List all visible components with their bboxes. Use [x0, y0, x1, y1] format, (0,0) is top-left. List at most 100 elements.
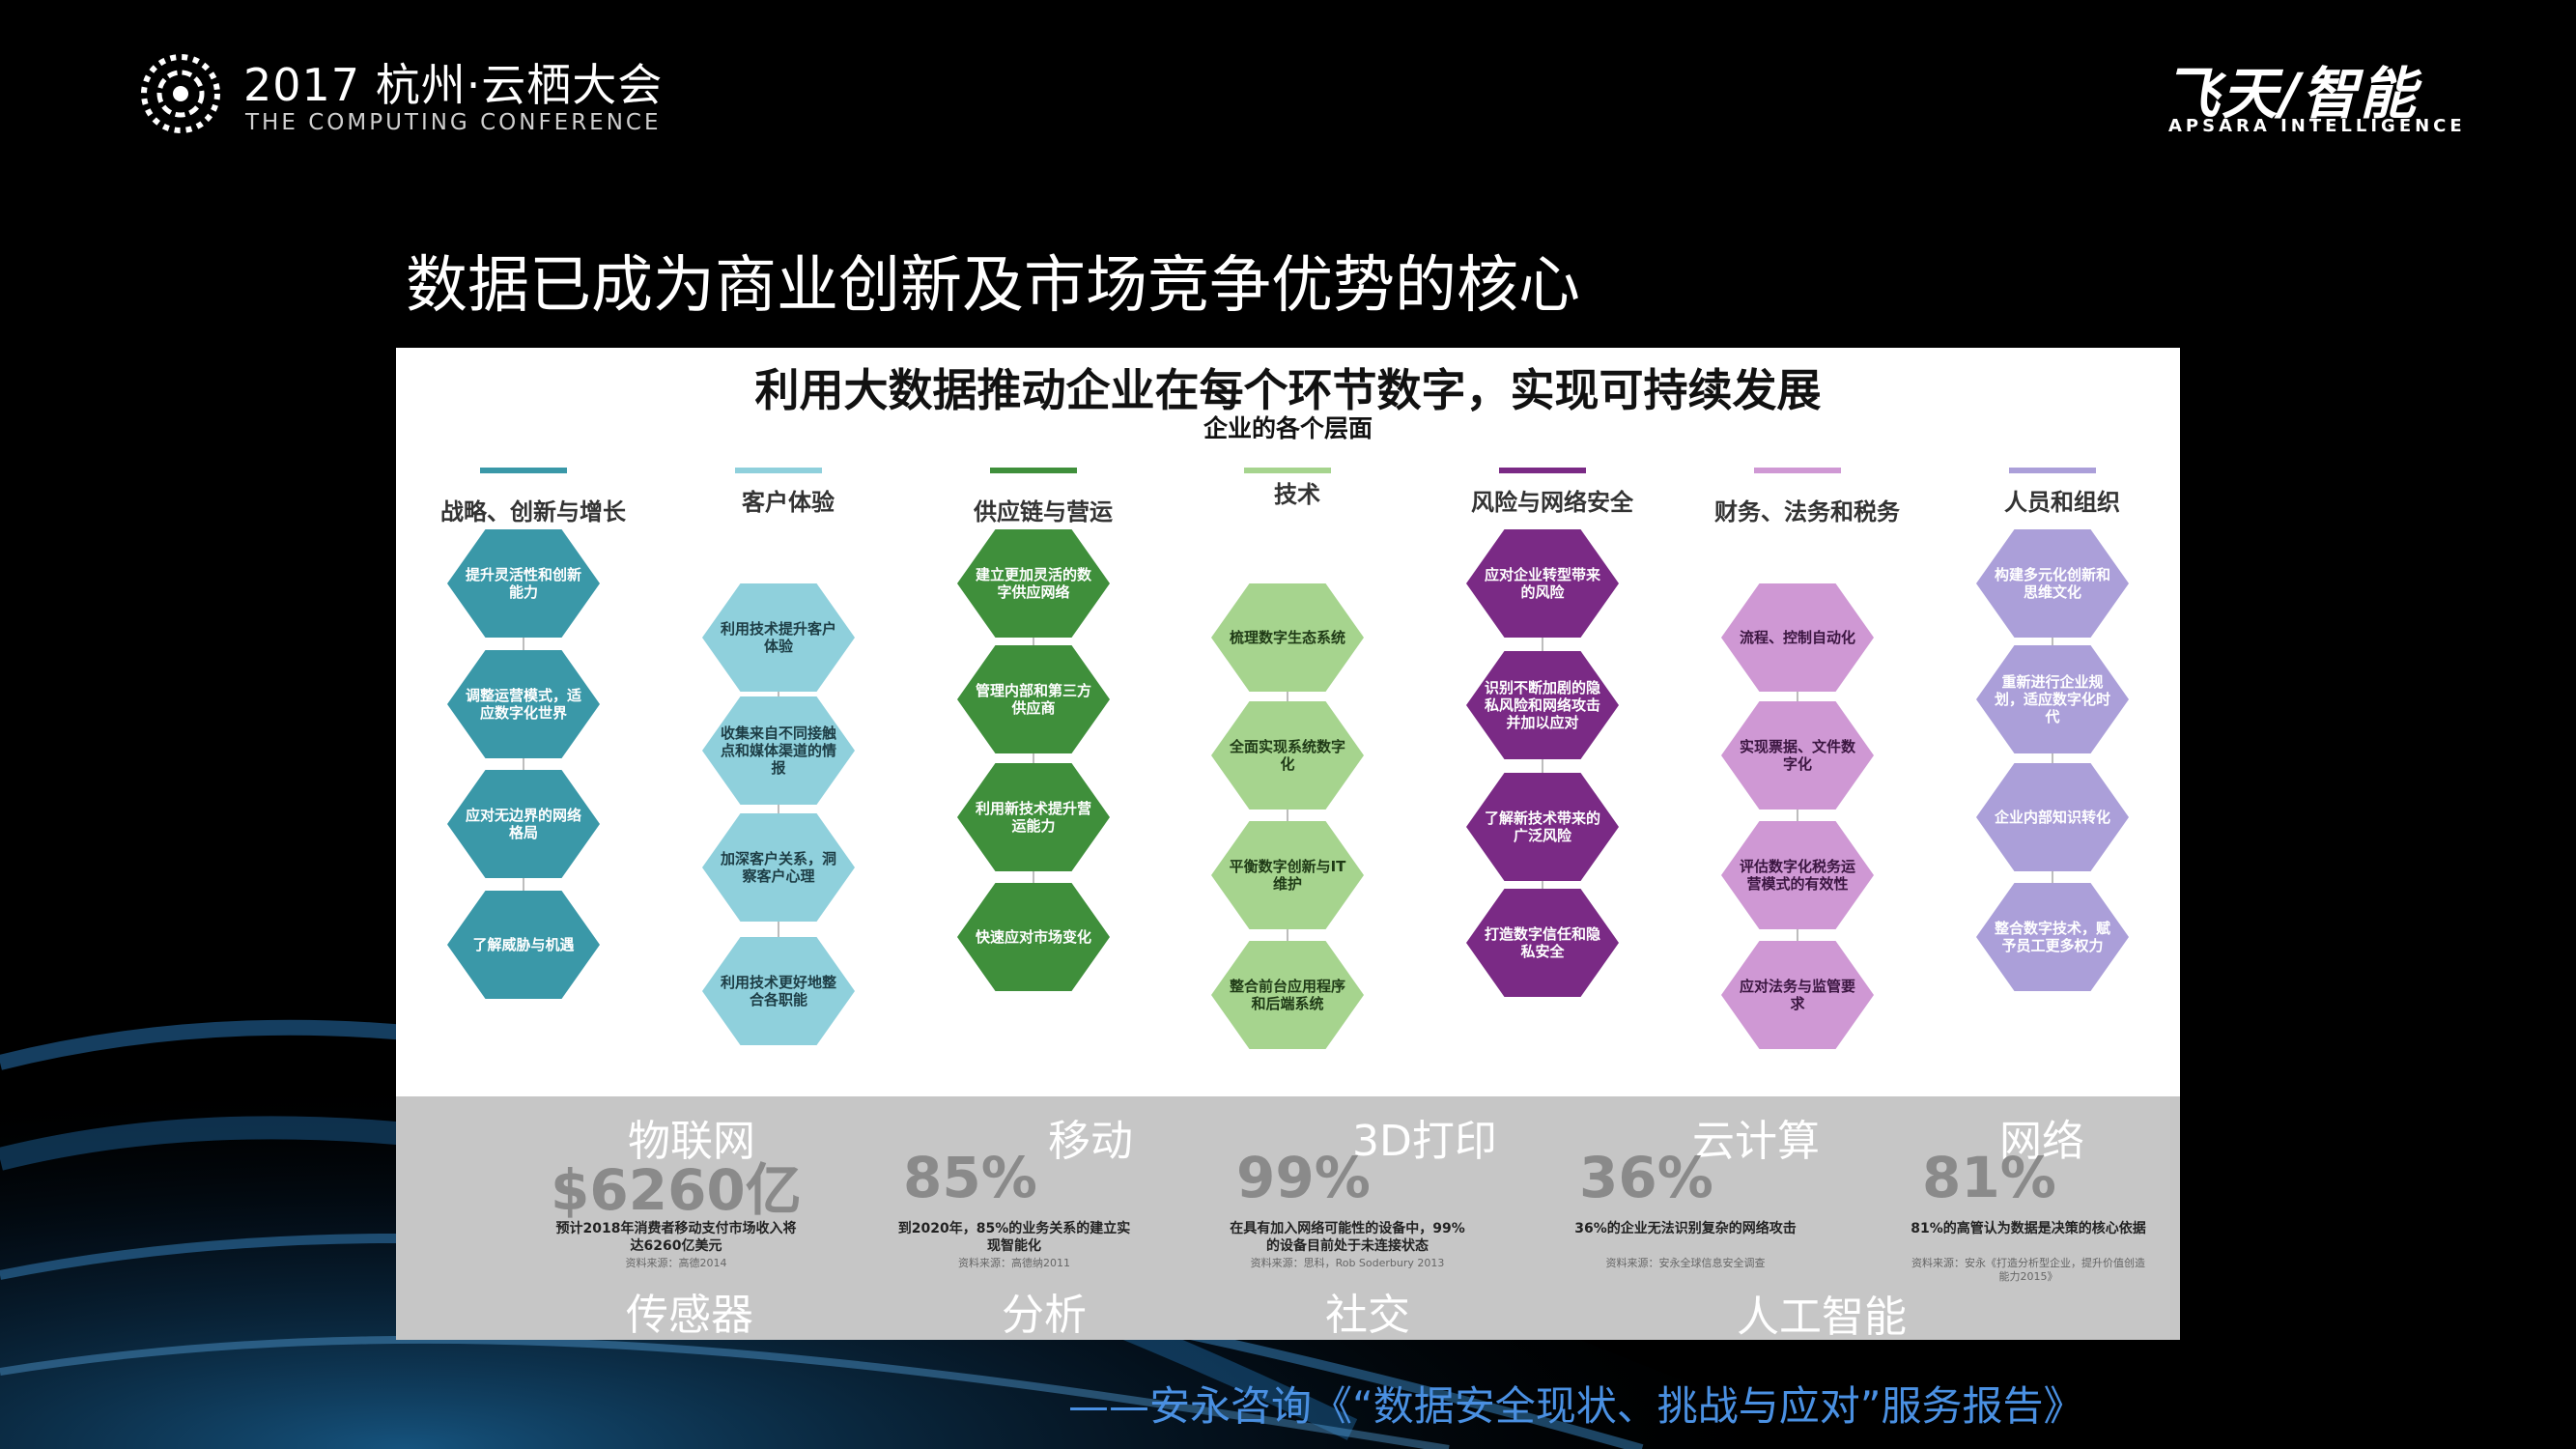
dimension-column: 财务、法务和税务流程、控制自动化实现票据、文件数字化 评估数字化税务运营模式的有效…	[1701, 348, 1900, 1096]
hexagon-item: 快速应对市场变化	[957, 883, 1110, 991]
technology-label: 3D打印	[1352, 1117, 1497, 1166]
dimension-column: 风险与网络安全应对企业转型带来的风险识别不断加剧的隐私风险和网络攻击并加以应对了…	[1446, 348, 1639, 1096]
hexagon-item-text: 整合前台应用程序和后端系统	[1229, 978, 1345, 1012]
hexagon-item: 建立更加灵活的数字供应网络	[957, 529, 1110, 638]
statistic-description: 81%的高管认为数据是决策的核心依据	[1911, 1221, 2146, 1236]
dimension-column: 技术梳理数字生态系统全面实现系统数字化 平衡数字创新与IT维护 整合前台应用程序和后…	[1191, 348, 1384, 1096]
column-title: 客户体验	[742, 489, 835, 516]
statistic-description: 到2020年，85%的业务关系的建立实现智能化	[897, 1221, 1131, 1254]
statistic-value: $6260亿	[551, 1157, 802, 1223]
dimension-column: 战略、创新与增长提升灵活性和创新能力 调整运营模式，适应数字化世界 应对无边界的网络…	[427, 348, 626, 1096]
technology-label: 人工智能	[1737, 1293, 1907, 1340]
statistic-value: 36%	[1579, 1145, 1713, 1210]
hexagon-item-text: 调整运营模式，适应数字化世界	[465, 687, 581, 722]
statistic-description: 36%的企业无法识别复杂的网络攻击	[1574, 1221, 1797, 1236]
statistic-source: 资料来源：安永《打造分析型企业，提升价值创造能力2015》	[1911, 1257, 2145, 1283]
hexagon-item: 平衡数字创新与IT维护	[1211, 821, 1364, 929]
statistic-value: 85%	[903, 1145, 1037, 1210]
footer-quote: ——安永咨询《“数据安全现状、挑战与应对”服务报告》	[1068, 1382, 2084, 1430]
column-connector-line	[1033, 583, 1034, 937]
hexagon-item: 全面实现系统数字化	[1211, 701, 1364, 810]
hexagon-item-text: 应对无边界的网络格局	[465, 807, 581, 841]
hexagon-item-text: 流程、控制自动化	[1739, 629, 1855, 646]
technology-label: 社交	[1325, 1291, 1410, 1340]
hexagon-item: 构建多元化创新和思维文化	[1976, 529, 2129, 638]
hexagon-item: 整合数字技术，赋予员工更多权力	[1976, 883, 2129, 991]
infographic-figure: 利用大数据推动企业在每个环节数字，实现可持续发展 企业的各个层面 战略、创新与增…	[396, 348, 2180, 1340]
column-title: 战略、创新与增长	[440, 498, 626, 526]
hexagon-item-text: 构建多元化创新和思维文化	[1994, 566, 2110, 601]
technology-label: 物联网	[628, 1117, 755, 1166]
brand-logo-subtext: APSARA INTELLIGENCE	[2168, 116, 2466, 136]
hexagon-item: 流程、控制自动化	[1721, 583, 1874, 692]
hexagon-item-text: 平衡数字创新与IT维护	[1229, 858, 1346, 893]
infographic-stats-section: 物联网 移动 3D打印 云计算 网络 传感器 分析 社交 人工智能 $6260亿 预计2018年消费…	[396, 1096, 2180, 1340]
hexagon-item: 应对法务与监管要求	[1721, 941, 1874, 1049]
statistic-source: 资料来源：高德2014	[625, 1257, 727, 1269]
statistic-description: 预计2018年消费者移动支付市场收入将达6260亿美元	[555, 1221, 797, 1254]
conference-subtitle: THE COMPUTING CONFERENCE	[245, 110, 662, 135]
hexagon-item-text: 提升灵活性和创新能力	[465, 566, 581, 601]
hexagon-item-text: 实现票据、文件数字化	[1739, 738, 1855, 773]
hexagon-item-text: 利用技术提升客户体验	[720, 620, 836, 655]
hexagon-item-text: 快速应对市场变化	[975, 928, 1091, 946]
hexagon-item: 重新进行企业规划，适应数字化时代	[1976, 645, 2129, 753]
hexagon-item-text: 企业内部知识转化	[1994, 809, 2110, 826]
hexagon-item: 提升灵活性和创新能力	[447, 529, 600, 638]
technology-label: 分析	[1002, 1291, 1087, 1340]
column-color-bar	[2009, 468, 2096, 473]
infographic-top-section: 利用大数据推动企业在每个环节数字，实现可持续发展 企业的各个层面 战略、创新与增…	[396, 348, 2180, 1096]
hexagon-item: 评估数字化税务运营模式的有效性	[1721, 821, 1874, 929]
dimension-column: 供应链与营运 建立更加灵活的数字供应网络 管理内部和第三方供应商 利用新技术提升营运能…	[937, 348, 1130, 1096]
column-title: 财务、法务和税务	[1714, 498, 1900, 526]
statistic-description: 在具有加入网络可能性的设备中，99%的设备目前处于未连接状态	[1230, 1221, 1465, 1254]
column-title: 风险与网络安全	[1471, 489, 1633, 516]
hexagon-item-text: 梳理数字生态系统	[1229, 629, 1345, 646]
infographic-title: 利用大数据推动企业在每个环节数字，实现可持续发展	[754, 364, 1822, 416]
column-title: 供应链与营运	[974, 498, 1113, 526]
technology-label: 网络	[1999, 1117, 2084, 1166]
hexagon-item: 应对无边界的网络格局	[447, 770, 600, 878]
column-connector-line	[2052, 583, 2053, 937]
technology-label: 传感器	[626, 1291, 753, 1340]
hexagon-item: 了解新技术带来的广泛风险	[1466, 773, 1619, 881]
hexagon-item: 调整运营模式，适应数字化世界	[447, 650, 600, 758]
hexagon-item-text: 评估数字化税务运营模式的有效性	[1739, 858, 1855, 893]
hexagon-item: 了解威胁与机遇	[447, 891, 600, 999]
column-color-bar	[735, 468, 822, 473]
hexagon-item: 应对企业转型带来的风险	[1466, 529, 1619, 638]
hexagon-item: 企业内部知识转化	[1976, 763, 2129, 871]
hexagon-item: 利用技术提升客户体验	[702, 583, 855, 692]
hexagon-item-text: 整合数字技术，赋予员工更多权力	[1994, 920, 2110, 954]
hexagon-item: 识别不断加剧的隐私风险和网络攻击并加以应对	[1466, 651, 1619, 759]
hexagon-item-text: 管理内部和第三方供应商	[975, 682, 1091, 717]
hexagon-item-text: 加深客户关系，洞察客户心理	[720, 850, 836, 885]
column-connector-line	[523, 583, 524, 945]
hexagon-item: 管理内部和第三方供应商	[957, 645, 1110, 753]
hexagon-item-text: 全面实现系统数字化	[1229, 738, 1345, 773]
statistic-source: 资料来源：高德纳2011	[958, 1257, 1070, 1269]
column-connector-line	[1542, 583, 1543, 943]
column-color-bar	[1754, 468, 1841, 473]
hexagon-item: 整合前台应用程序和后端系统	[1211, 941, 1364, 1049]
column-title: 人员和组织	[2004, 489, 2120, 516]
slide-title: 数据已成为商业创新及市场竞争优势的核心	[406, 250, 1580, 322]
infographic-subtitle: 企业的各个层面	[1203, 414, 1373, 442]
hexagon-item-text: 建立更加灵活的数字供应网络	[975, 566, 1091, 601]
hexagon-item-text: 重新进行企业规划，适应数字化时代	[1994, 673, 2110, 725]
column-title: 技术	[1274, 481, 1320, 508]
hexagon-item: 利用技术更好地整合各职能	[702, 937, 855, 1045]
conference-logo-icon	[141, 54, 220, 133]
dimension-column: 客户体验利用技术提升客户体验收集来自不同接触点和媒体渠道的情报加深客户关系，洞察…	[682, 348, 875, 1096]
hexagon-item-text: 应对企业转型带来的风险	[1484, 566, 1600, 601]
hexagon-item-text: 收集来自不同接触点和媒体渠道的情报	[720, 724, 836, 777]
hexagon-item-text: 了解威胁与机遇	[472, 936, 575, 953]
conference-title: 2017 杭州·云栖大会	[243, 59, 664, 111]
column-color-bar	[1244, 468, 1331, 473]
hexagon-item: 打造数字信任和隐私安全	[1466, 889, 1619, 997]
column-connector-line	[1287, 638, 1288, 995]
hexagon-item: 梳理数字生态系统	[1211, 583, 1364, 692]
dimension-column: 人员和组织构建多元化创新和思维文化重新进行企业规划，适应数字化时代企业内部知识转…	[1956, 348, 2149, 1096]
statistic-value: 99%	[1236, 1145, 1371, 1210]
hexagon-item-text: 了解新技术带来的广泛风险	[1484, 810, 1600, 844]
